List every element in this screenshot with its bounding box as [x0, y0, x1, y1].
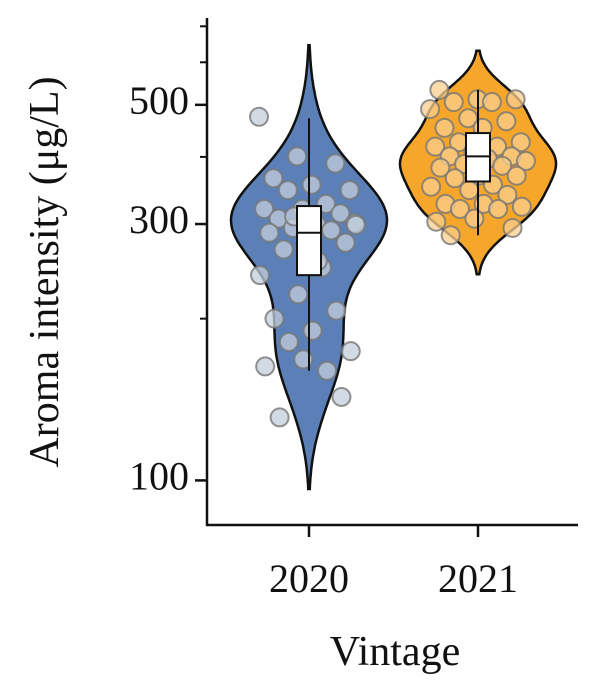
data-point: [330, 203, 351, 224]
data-point: [492, 155, 513, 176]
data-point: [440, 225, 461, 246]
y-tick-label: 100: [129, 454, 189, 499]
data-point: [515, 151, 536, 172]
data-point: [287, 146, 308, 167]
data-point: [502, 217, 523, 238]
data-point: [496, 111, 517, 132]
data-point: [449, 198, 470, 219]
data-point: [335, 232, 356, 253]
data-point: [263, 168, 284, 189]
data-point: [317, 360, 338, 381]
data-point: [249, 106, 269, 127]
data-point: [254, 198, 275, 219]
data-point: [421, 176, 442, 197]
data-point: [429, 79, 450, 100]
data-point: [273, 239, 294, 260]
data-point: [444, 168, 465, 189]
y-axis-title: Aroma intensity (μg/L): [22, 76, 68, 467]
data-point: [506, 165, 527, 186]
data-point: [339, 180, 360, 201]
data-point: [301, 174, 322, 195]
data-point: [259, 222, 280, 243]
data-point: [464, 208, 485, 229]
data-point: [505, 89, 526, 110]
data-point: [345, 214, 366, 235]
data-point: [326, 300, 347, 321]
data-point: [277, 180, 298, 201]
data-point: [269, 407, 290, 428]
data-point: [459, 180, 480, 201]
data-point: [488, 198, 509, 219]
data-point: [302, 320, 323, 341]
data-point: [264, 308, 285, 329]
data-point: [511, 196, 532, 217]
y-tick-label: 300: [129, 197, 189, 242]
data-point: [340, 341, 361, 362]
data-point: [321, 220, 342, 241]
data-point: [443, 92, 464, 113]
data-point: [420, 99, 441, 120]
data-point: [331, 386, 352, 407]
x-tick-label: 2020: [269, 556, 349, 601]
data-point: [293, 349, 314, 370]
data-point: [425, 136, 446, 157]
data-point: [481, 92, 502, 113]
data-point: [288, 284, 309, 305]
y-tick-label: 500: [129, 78, 189, 123]
data-point: [430, 157, 451, 178]
data-point: [325, 153, 346, 174]
data-point: [250, 265, 271, 286]
data-point: [497, 184, 518, 205]
data-point: [434, 117, 455, 138]
data-point: [510, 132, 531, 153]
data-point: [426, 211, 447, 232]
box: [296, 205, 322, 277]
x-tick-label: 2021: [438, 556, 518, 601]
x-axis-title: Vintage: [330, 629, 460, 675]
data-point: [278, 331, 299, 352]
data-point: [255, 356, 276, 377]
